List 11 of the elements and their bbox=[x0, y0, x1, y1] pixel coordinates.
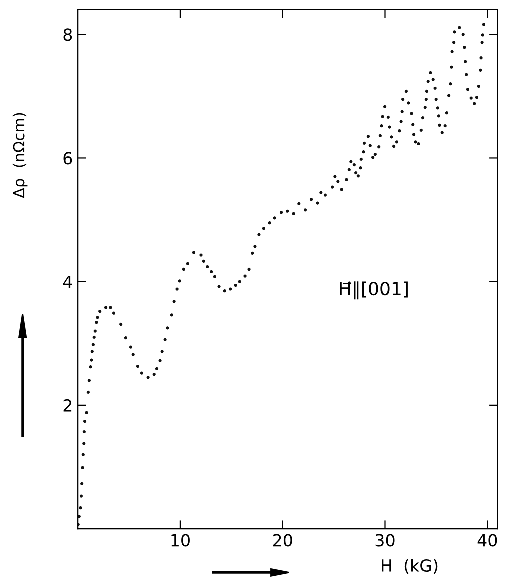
y-tick-label: 8 bbox=[64, 28, 72, 42]
x-axis-title: H (kG) bbox=[382, 559, 438, 574]
y-axis-title: Δρ (nΩcm) bbox=[12, 113, 28, 198]
annotation: H⃗‖[001] bbox=[340, 282, 408, 300]
y-tick-label: 4 bbox=[63, 276, 72, 288]
x-tick-label: 20 bbox=[273, 534, 292, 547]
x-tick-label: 40 bbox=[478, 534, 498, 547]
x-tick-label: 30 bbox=[376, 534, 395, 547]
y-tick-label: 6 bbox=[64, 152, 72, 165]
x-tick-label: 10 bbox=[172, 534, 190, 547]
y-tick-label: 2 bbox=[64, 399, 72, 412]
